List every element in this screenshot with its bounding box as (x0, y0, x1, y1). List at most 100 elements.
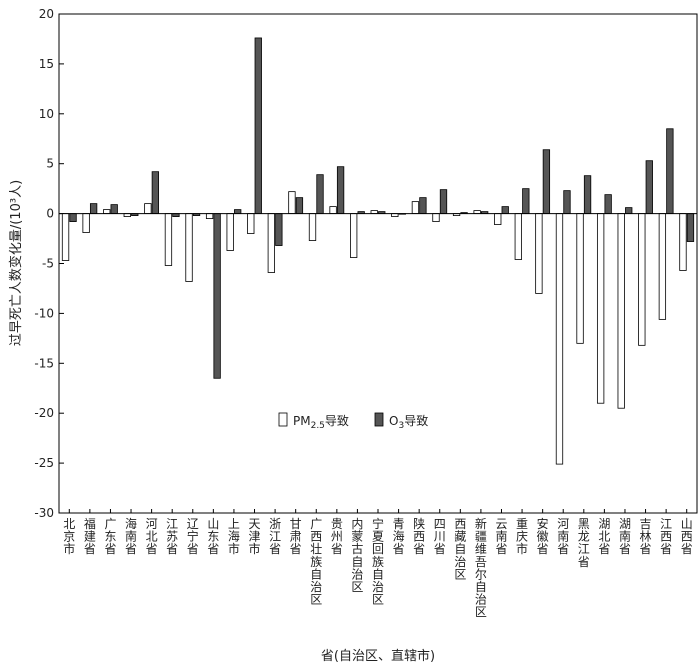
category-label: 西藏自治区 (454, 517, 466, 581)
legend-label: PM2.5导致 (293, 414, 349, 431)
bar-pm25 (288, 191, 296, 214)
y-tick-label: 20 (39, 7, 54, 21)
category-label: 湖南省 (619, 516, 631, 556)
y-ticks: -30 -25 -20 -15 -10 -5 0 5 10 15 20 (34, 7, 64, 520)
bar-o3 (645, 160, 653, 214)
category-label: 甘肃省 (290, 517, 302, 556)
bar-pm25 (576, 213, 584, 344)
x-axis-label: 省(自治区、直辖市) (321, 648, 435, 664)
category-label: 北京市 (63, 517, 75, 556)
category-label: 安徽省 (537, 516, 549, 556)
bar-pm25 (226, 213, 234, 251)
category-label: 陕西省 (413, 516, 425, 556)
bar-pm25 (82, 213, 90, 233)
y-tick-label: 10 (39, 107, 54, 121)
bar-o3 (439, 189, 448, 214)
category-labels: 北京市福建省广东省海南省河北省江苏省辽宁省山东省上海市天津市浙江省甘肃省广西壮族… (63, 509, 693, 619)
legend-swatch (278, 412, 288, 427)
category-label: 山东省 (207, 517, 219, 556)
bar-o3 (542, 149, 551, 214)
category-label: 重庆市 (516, 517, 528, 556)
bar-pm25 (350, 213, 358, 258)
bar-pm25 (432, 213, 440, 222)
bar-o3 (275, 213, 283, 246)
bar-pm25 (185, 213, 193, 282)
bar-o3 (625, 207, 633, 214)
bar-o3 (69, 213, 77, 222)
bar-o3 (666, 128, 674, 215)
bar-pm25 (103, 209, 111, 215)
bar-pm25 (617, 213, 625, 409)
bar-pm25 (679, 213, 687, 271)
category-label: 海南省 (125, 516, 137, 556)
category-label: 江西省 (660, 517, 672, 556)
legend: PM2.5导致 O3导致 (278, 412, 428, 431)
bar-pm25 (411, 201, 420, 214)
y-axis-label: 过早死亡人数变化量/(10³人) (8, 180, 24, 346)
bar-o3 (151, 171, 160, 215)
bar-pm25 (535, 213, 543, 294)
bar-o3 (563, 190, 571, 214)
category-label: 河南省 (557, 517, 569, 556)
bar-o3 (336, 166, 345, 214)
bar-o3 (316, 174, 324, 214)
bar-o3 (213, 213, 221, 379)
category-label: 广东省 (104, 517, 116, 556)
category-label: 青海省 (393, 517, 405, 556)
y-tick-label: 15 (39, 57, 54, 71)
bar-o3 (522, 188, 530, 214)
y-tick-label: 0 (46, 207, 54, 221)
bar-pm25 (555, 213, 564, 465)
category-label: 内蒙古自治区 (351, 517, 363, 594)
category-label: 天津市 (249, 517, 261, 556)
bar-o3 (89, 203, 98, 214)
category-label: 福建省 (84, 516, 96, 556)
bar-pm25 (329, 206, 337, 214)
category-label: 吉林省 (640, 517, 652, 556)
bar-o3 (254, 37, 262, 214)
bar-pm25 (267, 213, 275, 273)
bar-pm25 (596, 213, 605, 404)
bar-o3 (501, 206, 509, 214)
bar-pm25 (205, 213, 214, 219)
category-label: 新疆维吾尔自治区 (475, 516, 487, 619)
bar-pm25 (164, 213, 173, 266)
category-label: 黑龙江省 (578, 517, 590, 569)
bar-pm25 (514, 213, 522, 260)
category-label: 宁夏回族自治区 (372, 516, 384, 607)
legend-label: O3导致 (389, 414, 428, 431)
y-tick-label: -10 (34, 306, 54, 320)
category-label: 湖北省 (598, 516, 610, 556)
y-tick-label: -15 (34, 356, 54, 370)
category-label: 辽宁省 (187, 517, 199, 556)
bar-o3 (604, 194, 612, 215)
bar-pm25 (638, 213, 646, 346)
bar-o3 (419, 197, 427, 215)
category-label: 广西壮族自治区 (310, 517, 322, 607)
bar-pm25 (658, 213, 667, 320)
bar-o3 (110, 204, 118, 214)
bar-pm25 (61, 213, 70, 261)
bar-pm25 (247, 213, 255, 234)
y-tick-label: -5 (42, 257, 54, 271)
y-tick-label: -30 (34, 506, 54, 520)
category-label: 江苏省 (166, 517, 178, 556)
category-label: 上海市 (228, 517, 240, 556)
y-tick-label: -20 (34, 406, 54, 420)
category-label: 河北省 (146, 517, 158, 556)
category-label: 浙江省 (269, 517, 281, 556)
y-tick-label: 5 (46, 157, 54, 171)
category-label: 四川省 (434, 517, 446, 556)
bar-o3 (234, 209, 242, 215)
bar-pm25 (494, 213, 502, 225)
bar-groups (59, 37, 697, 465)
category-label: 山西省 (681, 517, 693, 556)
bar-o3 (583, 175, 592, 214)
category-label: 云南省 (495, 517, 507, 556)
category-label: 贵州省 (331, 517, 343, 556)
bar-pm25 (308, 213, 317, 241)
legend-swatch (374, 412, 384, 427)
bar-o3 (295, 197, 304, 215)
y-tick-label: -25 (34, 456, 54, 470)
